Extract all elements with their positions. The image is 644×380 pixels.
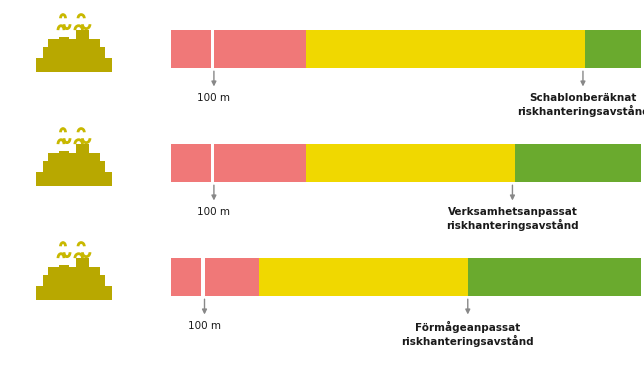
Bar [306, 30, 585, 68]
Text: Schablonberäknat
riskhanteringsavstånd: Schablonberäknat riskhanteringsavstånd [516, 93, 644, 117]
Bar [36, 58, 112, 71]
Bar [211, 30, 214, 68]
Bar [36, 286, 112, 299]
Bar [43, 48, 106, 58]
Bar [36, 172, 112, 185]
Bar [48, 38, 100, 48]
Text: Verksamhetsanpassat
riskhanteringsavstånd: Verksamhetsanpassat riskhanteringsavstån… [446, 207, 579, 231]
Bar [43, 162, 106, 172]
Bar [48, 266, 100, 276]
Bar [76, 144, 89, 162]
Bar [171, 144, 211, 182]
Text: Förmågeanpassat
riskhanteringsavstånd: Förmågeanpassat riskhanteringsavstånd [401, 321, 534, 347]
Bar [59, 264, 70, 276]
Bar [59, 150, 70, 162]
Bar [76, 30, 89, 48]
Text: 100 m: 100 m [198, 207, 231, 217]
Bar [259, 258, 468, 296]
Bar [48, 152, 100, 161]
Bar [43, 276, 106, 286]
Bar [214, 144, 306, 182]
Bar [59, 36, 70, 48]
Bar [515, 144, 641, 182]
Text: 100 m: 100 m [198, 93, 231, 103]
Bar [585, 30, 641, 68]
Bar [306, 144, 515, 182]
Bar [171, 258, 201, 296]
Bar [468, 258, 641, 296]
Bar [211, 144, 214, 182]
Bar [76, 258, 89, 276]
Text: 100 m: 100 m [188, 321, 221, 331]
Bar [214, 30, 306, 68]
Bar [171, 30, 211, 68]
Bar [205, 258, 259, 296]
Bar [201, 258, 205, 296]
